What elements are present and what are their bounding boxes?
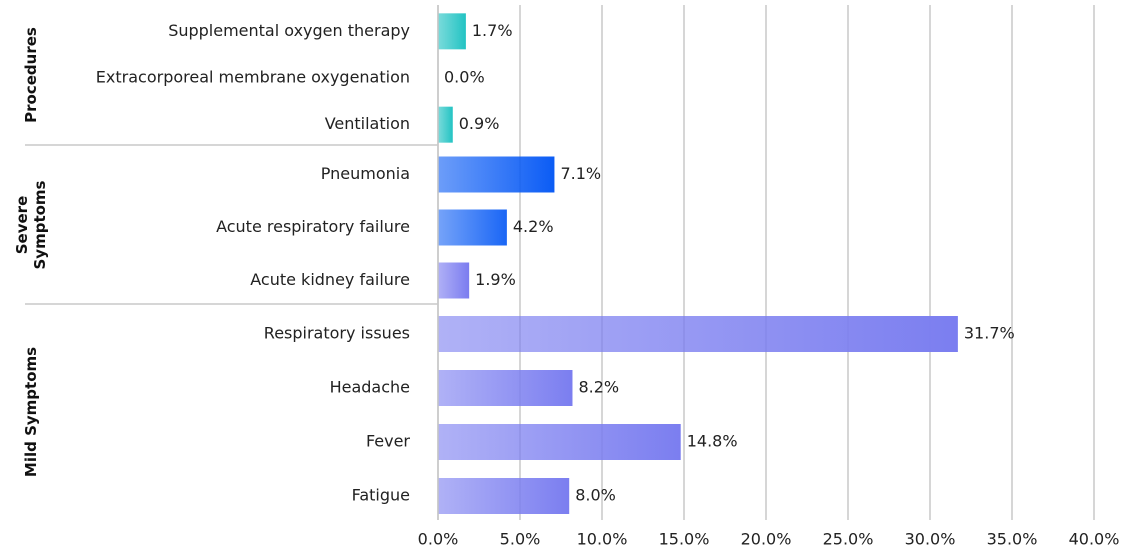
category-label: Fatigue [352,486,410,505]
category-label: Ventilation [325,114,410,133]
bar [438,13,466,50]
value-label: 14.8% [687,432,738,451]
group-label: Mild Symptoms [22,346,40,478]
x-tick-label: 15.0% [659,530,710,549]
group-label: Procedures [22,27,40,123]
category-label: Acute respiratory failure [216,217,410,236]
value-label: 0.0% [444,68,485,87]
x-tick-label: 30.0% [905,530,956,549]
x-tick-label: 25.0% [823,530,874,549]
value-label: 8.0% [575,486,616,505]
value-label: 1.7% [472,21,513,40]
group-label: Severe Symptoms [13,180,49,269]
value-label: 1.9% [475,270,516,289]
bar [438,262,470,299]
bar [438,156,555,193]
value-label: 8.2% [578,378,619,397]
category-label: Pneumonia [321,164,410,183]
value-label: 31.7% [964,324,1015,343]
category-label: Supplemental oxygen therapy [168,21,410,40]
category-label: Headache [330,378,410,397]
value-label: 7.1% [560,164,601,183]
x-tick-label: 10.0% [577,530,628,549]
x-tick-label: 35.0% [987,530,1038,549]
bar [438,424,681,460]
bar [438,478,570,514]
category-label: Extracorporeal membrane oxygenation [96,68,410,87]
bar [438,209,507,246]
category-label: Acute kidney failure [250,270,410,289]
x-tick-label: 40.0% [1069,530,1120,549]
bar [438,106,453,143]
x-tick-label: 5.0% [500,530,541,549]
bar [438,370,573,406]
category-label: Respiratory issues [264,324,410,343]
value-label: 4.2% [513,217,554,236]
bar [438,316,958,352]
x-tick-label: 0.0% [418,530,459,549]
value-label: 0.9% [459,114,500,133]
category-label: Fever [366,432,410,451]
x-tick-label: 20.0% [741,530,792,549]
